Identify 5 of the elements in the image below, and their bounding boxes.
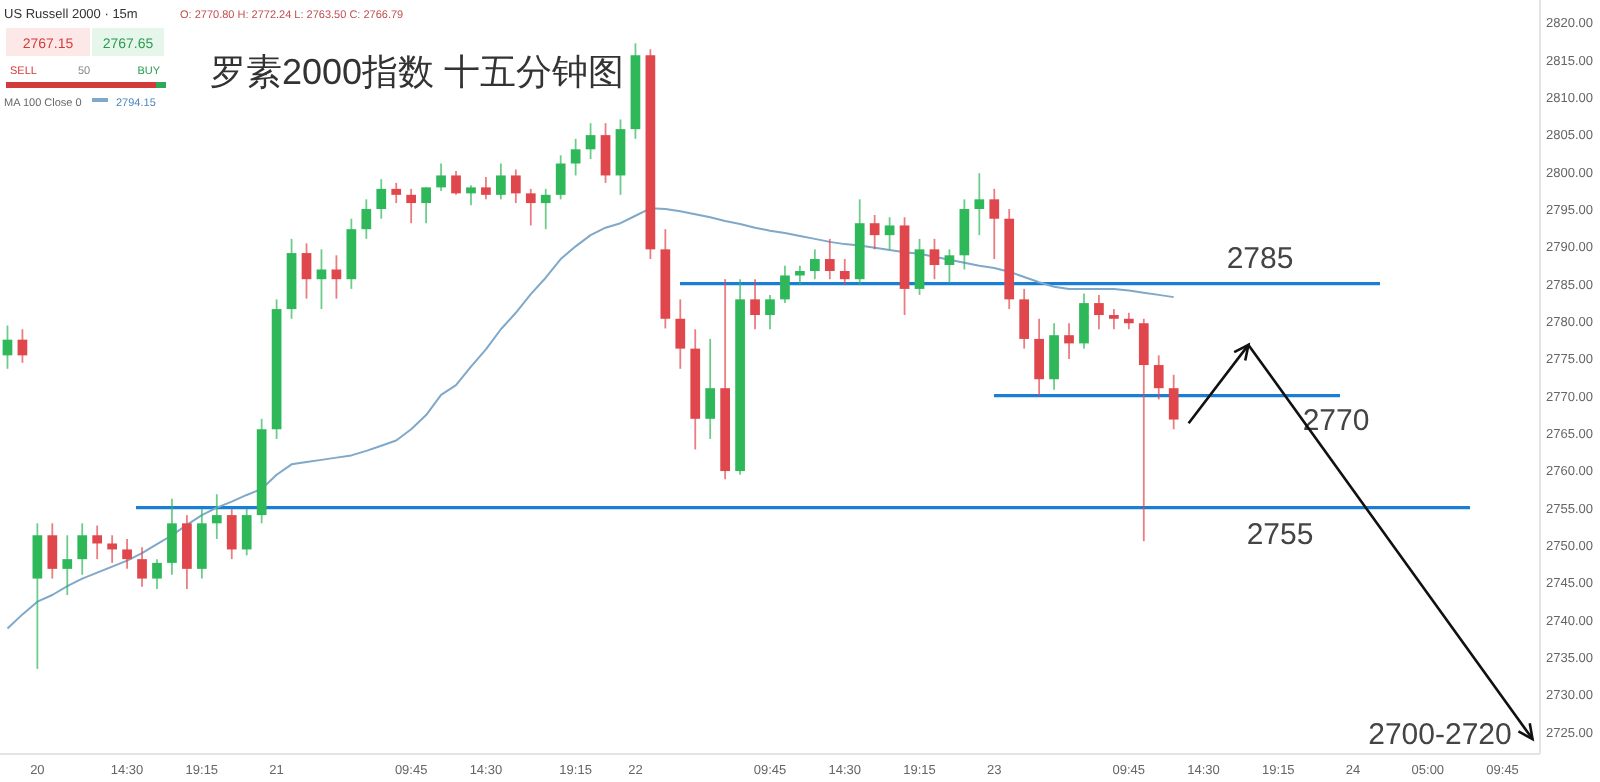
ref-line-label: 2755 xyxy=(1246,517,1314,552)
annotation: 2700-2720 xyxy=(1368,718,1512,752)
ref-line-label: 2785 xyxy=(1226,241,1294,276)
text: 罗素2000指数 十五分钟图 xyxy=(210,52,625,92)
ref-line-label: 2770 xyxy=(1302,403,1370,438)
